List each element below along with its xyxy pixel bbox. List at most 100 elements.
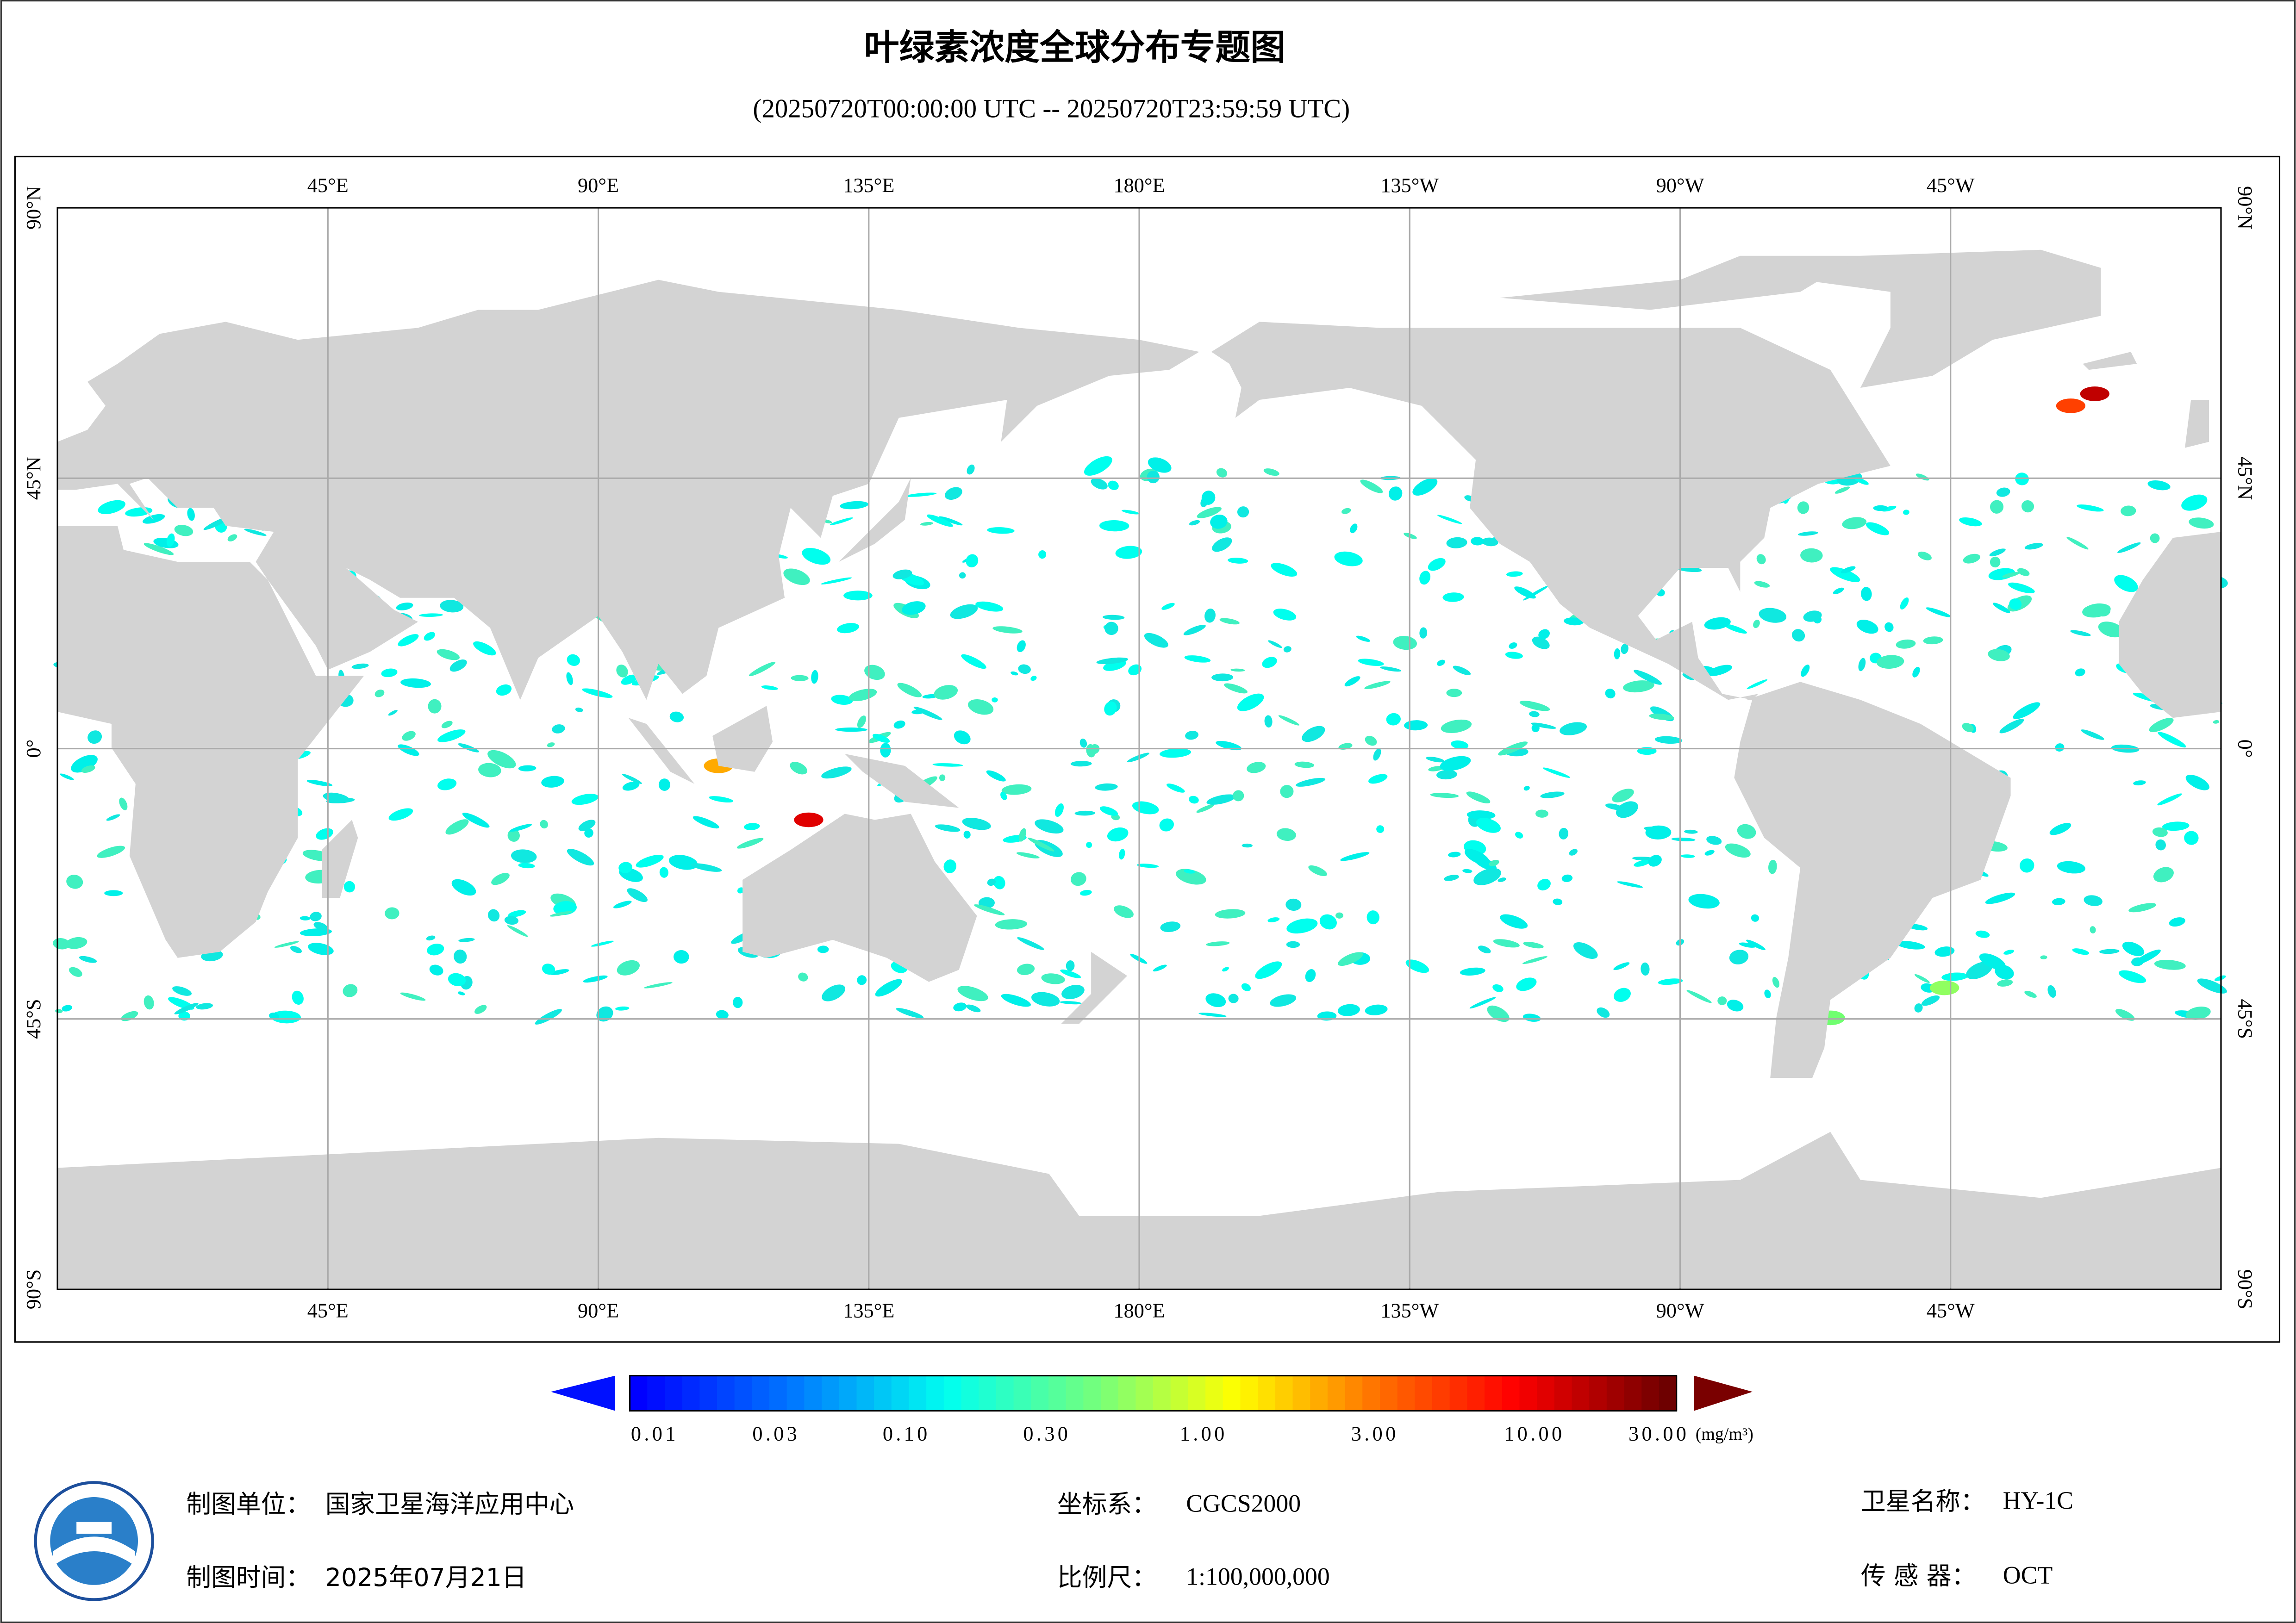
chl-patch: [2157, 793, 2182, 806]
chl-patch: [1136, 864, 1159, 868]
chl-patch: [1522, 956, 1547, 964]
chl-patch: [1017, 640, 1026, 653]
chl-patch: [542, 964, 555, 975]
chl-patch: [1061, 985, 1085, 999]
chl-patch: [2015, 473, 2029, 485]
legend-swatch: [874, 1375, 892, 1411]
chl-patch: [1263, 468, 1279, 476]
chl-patch: [939, 774, 946, 781]
land: [628, 718, 695, 784]
chl-patch: [2214, 975, 2226, 981]
footer-label: 卫星名称：: [1861, 1486, 1985, 1516]
chl-patch: [1896, 639, 1916, 649]
chl-patch: [1189, 796, 1199, 804]
chl-patch: [1912, 666, 1920, 678]
chl-patch: [448, 973, 466, 986]
legend-swatch: [786, 1375, 805, 1411]
land: [1061, 951, 1128, 1024]
chl-patch: [939, 516, 963, 526]
chl-patch: [584, 828, 593, 838]
lon-label: 90°E: [578, 174, 619, 197]
land: [712, 706, 773, 772]
chl-patch: [1066, 960, 1075, 971]
chl-patch: [458, 743, 480, 752]
chl-patch: [1797, 501, 1809, 514]
chl-patch: [1183, 624, 1206, 635]
chl-patch: [950, 604, 978, 619]
chl-patch: [1167, 784, 1185, 793]
chl-patch: [385, 907, 399, 920]
chl-patch: [1319, 914, 1337, 930]
chl-patch: [343, 881, 356, 893]
chl-patch: [1437, 515, 1462, 524]
chl-patch: [1841, 566, 1856, 573]
chl-patch: [1294, 761, 1315, 768]
chl-patch: [428, 699, 442, 714]
legend-swatch: [1572, 1375, 1590, 1411]
legend-swatch: [1205, 1375, 1224, 1411]
chl-patch: [2081, 729, 2104, 740]
chl-patch: [1206, 794, 1236, 805]
chl-patch: [1189, 520, 1200, 526]
chl-patch: [79, 956, 97, 963]
chl-patch: [1273, 609, 1297, 621]
chl-patch: [1522, 1014, 1541, 1022]
chl-patch: [398, 634, 419, 647]
chl-patch: [1228, 994, 1239, 1003]
chl-patch: [992, 626, 1023, 634]
lat-label: 90°S: [2234, 1269, 2256, 1310]
chl-patch: [736, 838, 764, 849]
chl-patch: [1074, 810, 1095, 816]
chl-patch: [1280, 785, 1294, 798]
chl-patch: [429, 964, 443, 976]
chl-patch: [1159, 818, 1174, 832]
footer-value: 2025年07月21日: [325, 1563, 527, 1592]
chl-patch: [1212, 537, 1232, 552]
legend-swatch: [1659, 1375, 1678, 1411]
chl-patch: [1482, 537, 1498, 547]
legend-swatch: [647, 1375, 666, 1411]
chl-patch: [1473, 868, 1501, 885]
chl-patch: [2149, 718, 2174, 732]
chl-patch: [1671, 837, 1696, 841]
chl-patch: [959, 572, 966, 579]
chl-patch: [986, 770, 1006, 782]
lon-label: 90°E: [578, 1300, 619, 1322]
chl-patch: [1614, 988, 1631, 1002]
chl-patch: [1751, 914, 1759, 922]
chl-patch: [1538, 629, 1550, 640]
legend-swatch: [1537, 1375, 1555, 1411]
chl-patch: [227, 534, 237, 541]
chl-patch: [271, 1010, 301, 1024]
chl-patch: [1104, 701, 1117, 716]
chl-patch: [313, 922, 328, 931]
chl-patch: [821, 577, 852, 585]
chl-patch: [578, 820, 596, 831]
chl-patch: [1153, 964, 1167, 972]
chl-patch: [1531, 722, 1556, 729]
footer-value: 国家卫星海洋应用中心: [325, 1490, 574, 1519]
legend-swatch: [1589, 1375, 1608, 1411]
legend-swatch: [1083, 1375, 1102, 1411]
lon-label: 135°E: [843, 174, 894, 197]
chl-patch: [1791, 629, 1805, 642]
chl-patch: [2009, 598, 2022, 610]
chl-patch: [1446, 537, 1467, 548]
chl-patch: [1448, 852, 1461, 858]
chl-patch: [400, 992, 426, 1001]
chl-patch: [1634, 670, 1662, 685]
chl-patch: [1308, 865, 1327, 877]
chl-patch: [2072, 948, 2090, 955]
chl-patch: [457, 991, 465, 995]
chl-patch: [509, 824, 532, 832]
chl-patch: [2040, 955, 2047, 959]
chl-patch: [840, 501, 869, 510]
chl-patch: [1364, 681, 1391, 689]
legend-swatch: [1362, 1375, 1381, 1411]
legend-swatch: [804, 1375, 823, 1411]
legend-swatch: [1310, 1375, 1329, 1411]
chl-patch: [1621, 643, 1628, 654]
chl-patch: [1224, 683, 1248, 694]
chl-patch: [1514, 586, 1536, 599]
chl-patch: [968, 699, 994, 715]
